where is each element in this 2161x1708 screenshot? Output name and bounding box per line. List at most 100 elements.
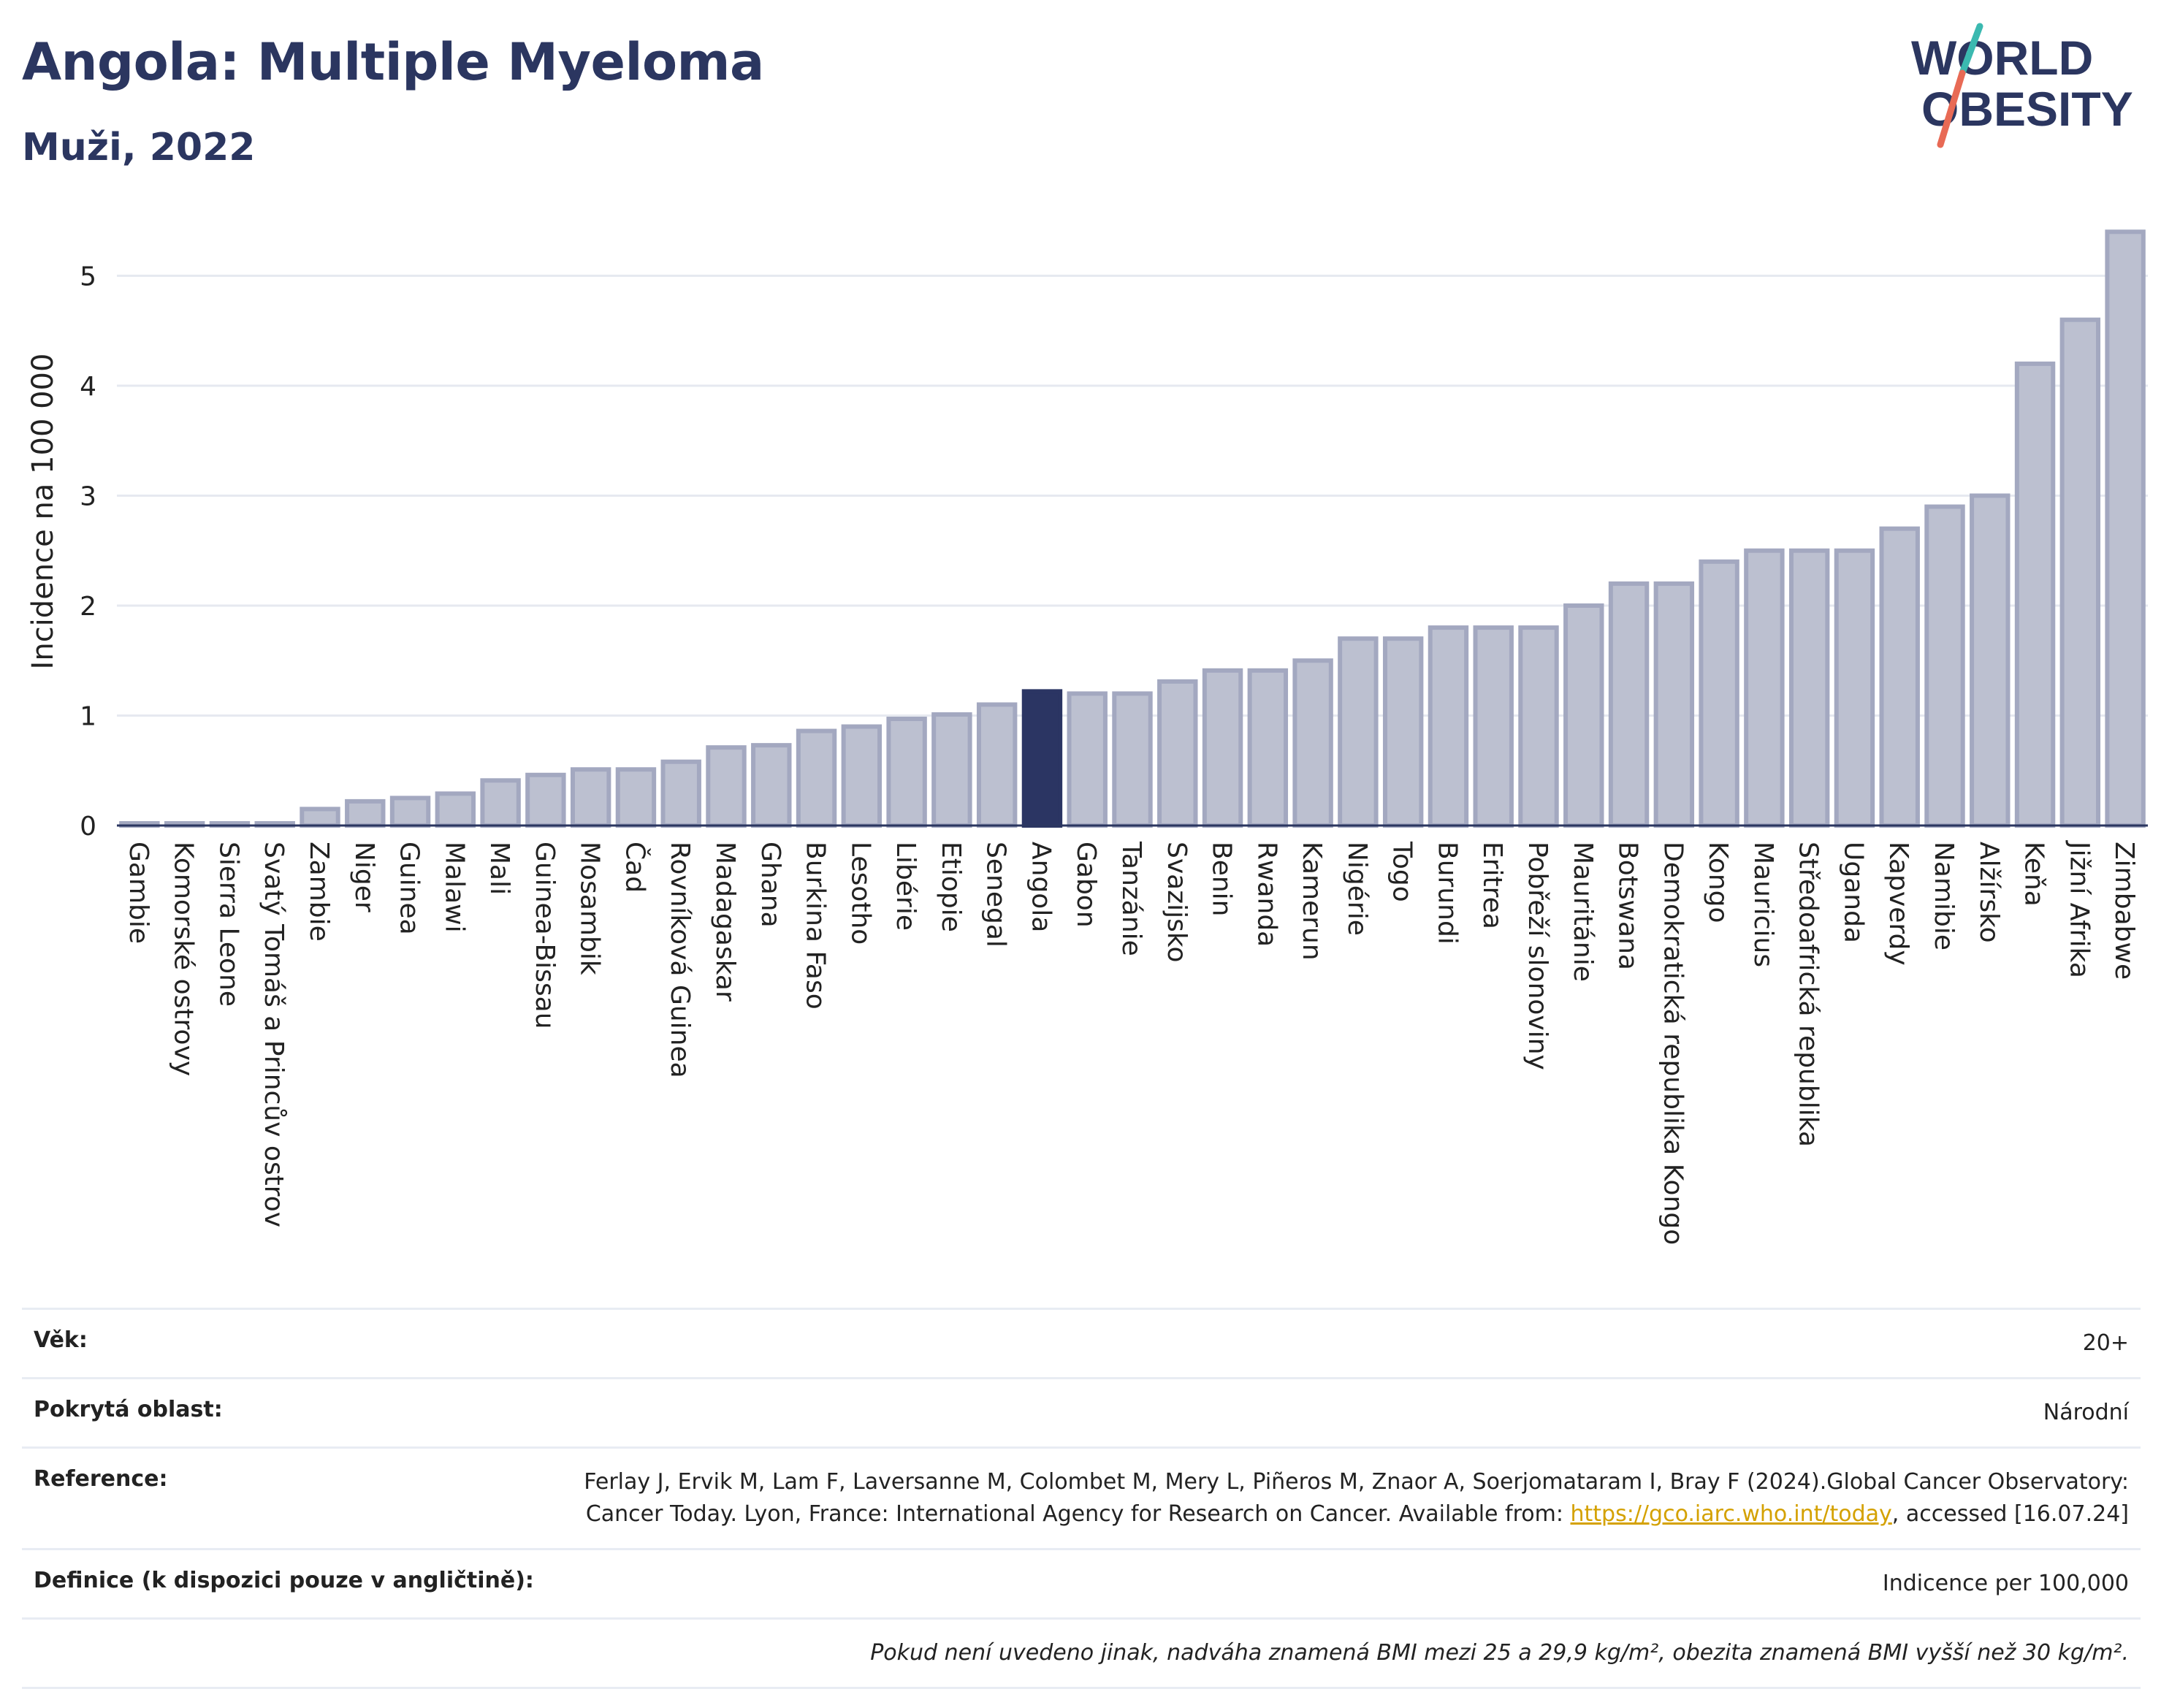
bar xyxy=(615,767,657,828)
y-tick-label: 1 xyxy=(80,702,96,732)
bar xyxy=(1382,636,1424,828)
x-tick-label: Tanzánie xyxy=(1116,841,1146,956)
bar xyxy=(660,759,701,828)
bar xyxy=(1473,625,1514,828)
bar xyxy=(1067,691,1108,828)
bar xyxy=(1202,668,1243,828)
bar xyxy=(1924,504,1965,828)
bar xyxy=(1744,548,1785,828)
x-tick-label: Gabon xyxy=(1071,842,1101,928)
info-table: Věk: 20+ Pokrytá oblast: Národní Referen… xyxy=(22,1308,2141,1689)
x-tick-label: Rovníková Guinea xyxy=(665,842,695,1078)
x-tick-label: Mosambik xyxy=(575,842,605,975)
x-tick-label: Ghana xyxy=(755,842,785,928)
age-value: 20+ xyxy=(2082,1330,2129,1356)
x-tick-label: Uganda xyxy=(1838,842,1868,943)
bar xyxy=(1653,581,1695,828)
bmi-note: Pokud není uvedeno jinak, nadváha znamen… xyxy=(870,1640,2129,1666)
x-tick-label: Lesotho xyxy=(845,842,875,945)
bar xyxy=(1112,691,1153,828)
bar xyxy=(1292,658,1333,828)
x-tick-label: Svazijsko xyxy=(1162,842,1192,962)
y-tick-label: 2 xyxy=(80,592,96,622)
x-tick-label: Nigérie xyxy=(1342,842,1372,936)
bar xyxy=(2105,229,2146,828)
reference-link[interactable]: https://gco.iarc.who.int/today xyxy=(1570,1501,1892,1527)
age-label: Věk: xyxy=(34,1327,88,1353)
bar xyxy=(1788,548,1830,828)
reference-text: Ferlay J, Ervik M, Lam F, Laversanne M, … xyxy=(584,1469,2129,1527)
x-tick-label: Rwanda xyxy=(1251,842,1281,947)
x-tick-label: Burkina Faso xyxy=(801,842,831,1010)
reference-row: Reference: Ferlay J, Ervik M, Lam F, Lav… xyxy=(22,1446,2141,1548)
bar xyxy=(435,791,476,828)
x-tick-label: Botswana xyxy=(1613,842,1643,970)
x-tick-label: Zambie xyxy=(304,842,334,942)
definition-value: Indicence per 100,000 xyxy=(1882,1571,2129,1596)
bar xyxy=(886,717,927,828)
x-tick-label: Demokratická republika Kongo xyxy=(1658,842,1688,1245)
x-tick-label: Angola xyxy=(1026,842,1056,932)
page-subtitle: Muži, 2022 xyxy=(22,126,256,169)
page-title: Angola: Multiple Myeloma xyxy=(22,32,764,92)
x-tick-label: Středoafrická republika xyxy=(1794,842,1823,1147)
bar xyxy=(1518,625,1559,828)
x-tick-label: Kapverdy xyxy=(1883,842,1913,966)
x-tick-label: Komorské ostrovy xyxy=(169,842,199,1076)
bar xyxy=(1834,548,1875,828)
x-tick-label: Etiopie xyxy=(936,842,966,932)
x-tick-label: Keňa xyxy=(2019,842,2049,907)
reference-label: Reference: xyxy=(34,1466,168,1492)
world-obesity-logo: WORLD OBESITY xyxy=(1911,23,2133,148)
bar xyxy=(1563,603,1604,828)
definition-label: Definice (k dispozici pouze v angličtině… xyxy=(34,1568,534,1593)
y-tick-label: 3 xyxy=(80,482,96,512)
bar xyxy=(1021,689,1063,828)
bar-chart: 0 1 2 3 4 5 Gambie Komorské ostrovy Sierra Leon… xyxy=(26,229,2148,1245)
bar xyxy=(931,712,972,828)
x-tick-label: Guinea xyxy=(395,842,424,935)
bar xyxy=(1428,625,1469,828)
bar xyxy=(525,772,566,828)
area-row: Pokrytá oblast: Národní xyxy=(22,1377,2141,1446)
x-tick-label: Pobřeží slonoviny xyxy=(1522,842,1552,1070)
definition-row: Definice (k dispozici pouze v angličtině… xyxy=(22,1548,2141,1617)
bar xyxy=(1608,581,1650,828)
bar xyxy=(1879,526,1920,828)
x-tick-label: Mali xyxy=(484,842,514,895)
x-tick-label: Niger xyxy=(349,842,379,912)
bar xyxy=(570,767,611,828)
x-tick-label: Jižní Afrika xyxy=(2064,840,2094,978)
x-tick-label: Zimbabwe xyxy=(2109,842,2139,980)
x-tick-label: Senegal xyxy=(981,842,1011,948)
x-tick-label: Alžírsko xyxy=(1974,842,2004,943)
x-tick-label: Malawi xyxy=(439,842,469,933)
note-row: Pokud není uvedeno jinak, nadváha znamen… xyxy=(22,1617,2141,1689)
bar xyxy=(841,724,883,828)
x-tick-label: Libérie xyxy=(891,842,921,931)
age-row: Věk: 20+ xyxy=(22,1308,2141,1377)
x-tick-label: Kongo xyxy=(1703,842,1733,923)
area-value: Národní xyxy=(2043,1400,2129,1425)
reference-value: Ferlay J, Ervik M, Lam F, Laversanne M, … xyxy=(522,1466,2129,1530)
bar xyxy=(345,798,386,828)
y-tick-label: 4 xyxy=(80,372,96,402)
bar xyxy=(1970,493,2011,828)
x-tick-label: Svatý Tomáš a Princův ostrov xyxy=(259,842,289,1227)
bar xyxy=(300,807,340,828)
y-tick-label: 5 xyxy=(80,262,96,292)
x-tick-label: Mauricius xyxy=(1748,842,1778,967)
x-tick-label: Sierra Leone xyxy=(213,842,243,1007)
x-tick-label: Togo xyxy=(1387,841,1417,902)
x-tick-label: Guinea-Bissau xyxy=(530,842,560,1029)
bar xyxy=(1247,668,1289,828)
bar xyxy=(389,796,431,828)
bar xyxy=(706,745,747,828)
x-tick-label: Gambie xyxy=(123,842,153,944)
x-tick-label: Čad xyxy=(620,842,650,893)
bar xyxy=(796,728,837,828)
y-axis-label: Incidence na 100 000 xyxy=(26,354,60,670)
bar xyxy=(1338,636,1379,828)
bar xyxy=(1157,679,1198,828)
x-tick-label: Mauritánie xyxy=(1568,842,1598,982)
